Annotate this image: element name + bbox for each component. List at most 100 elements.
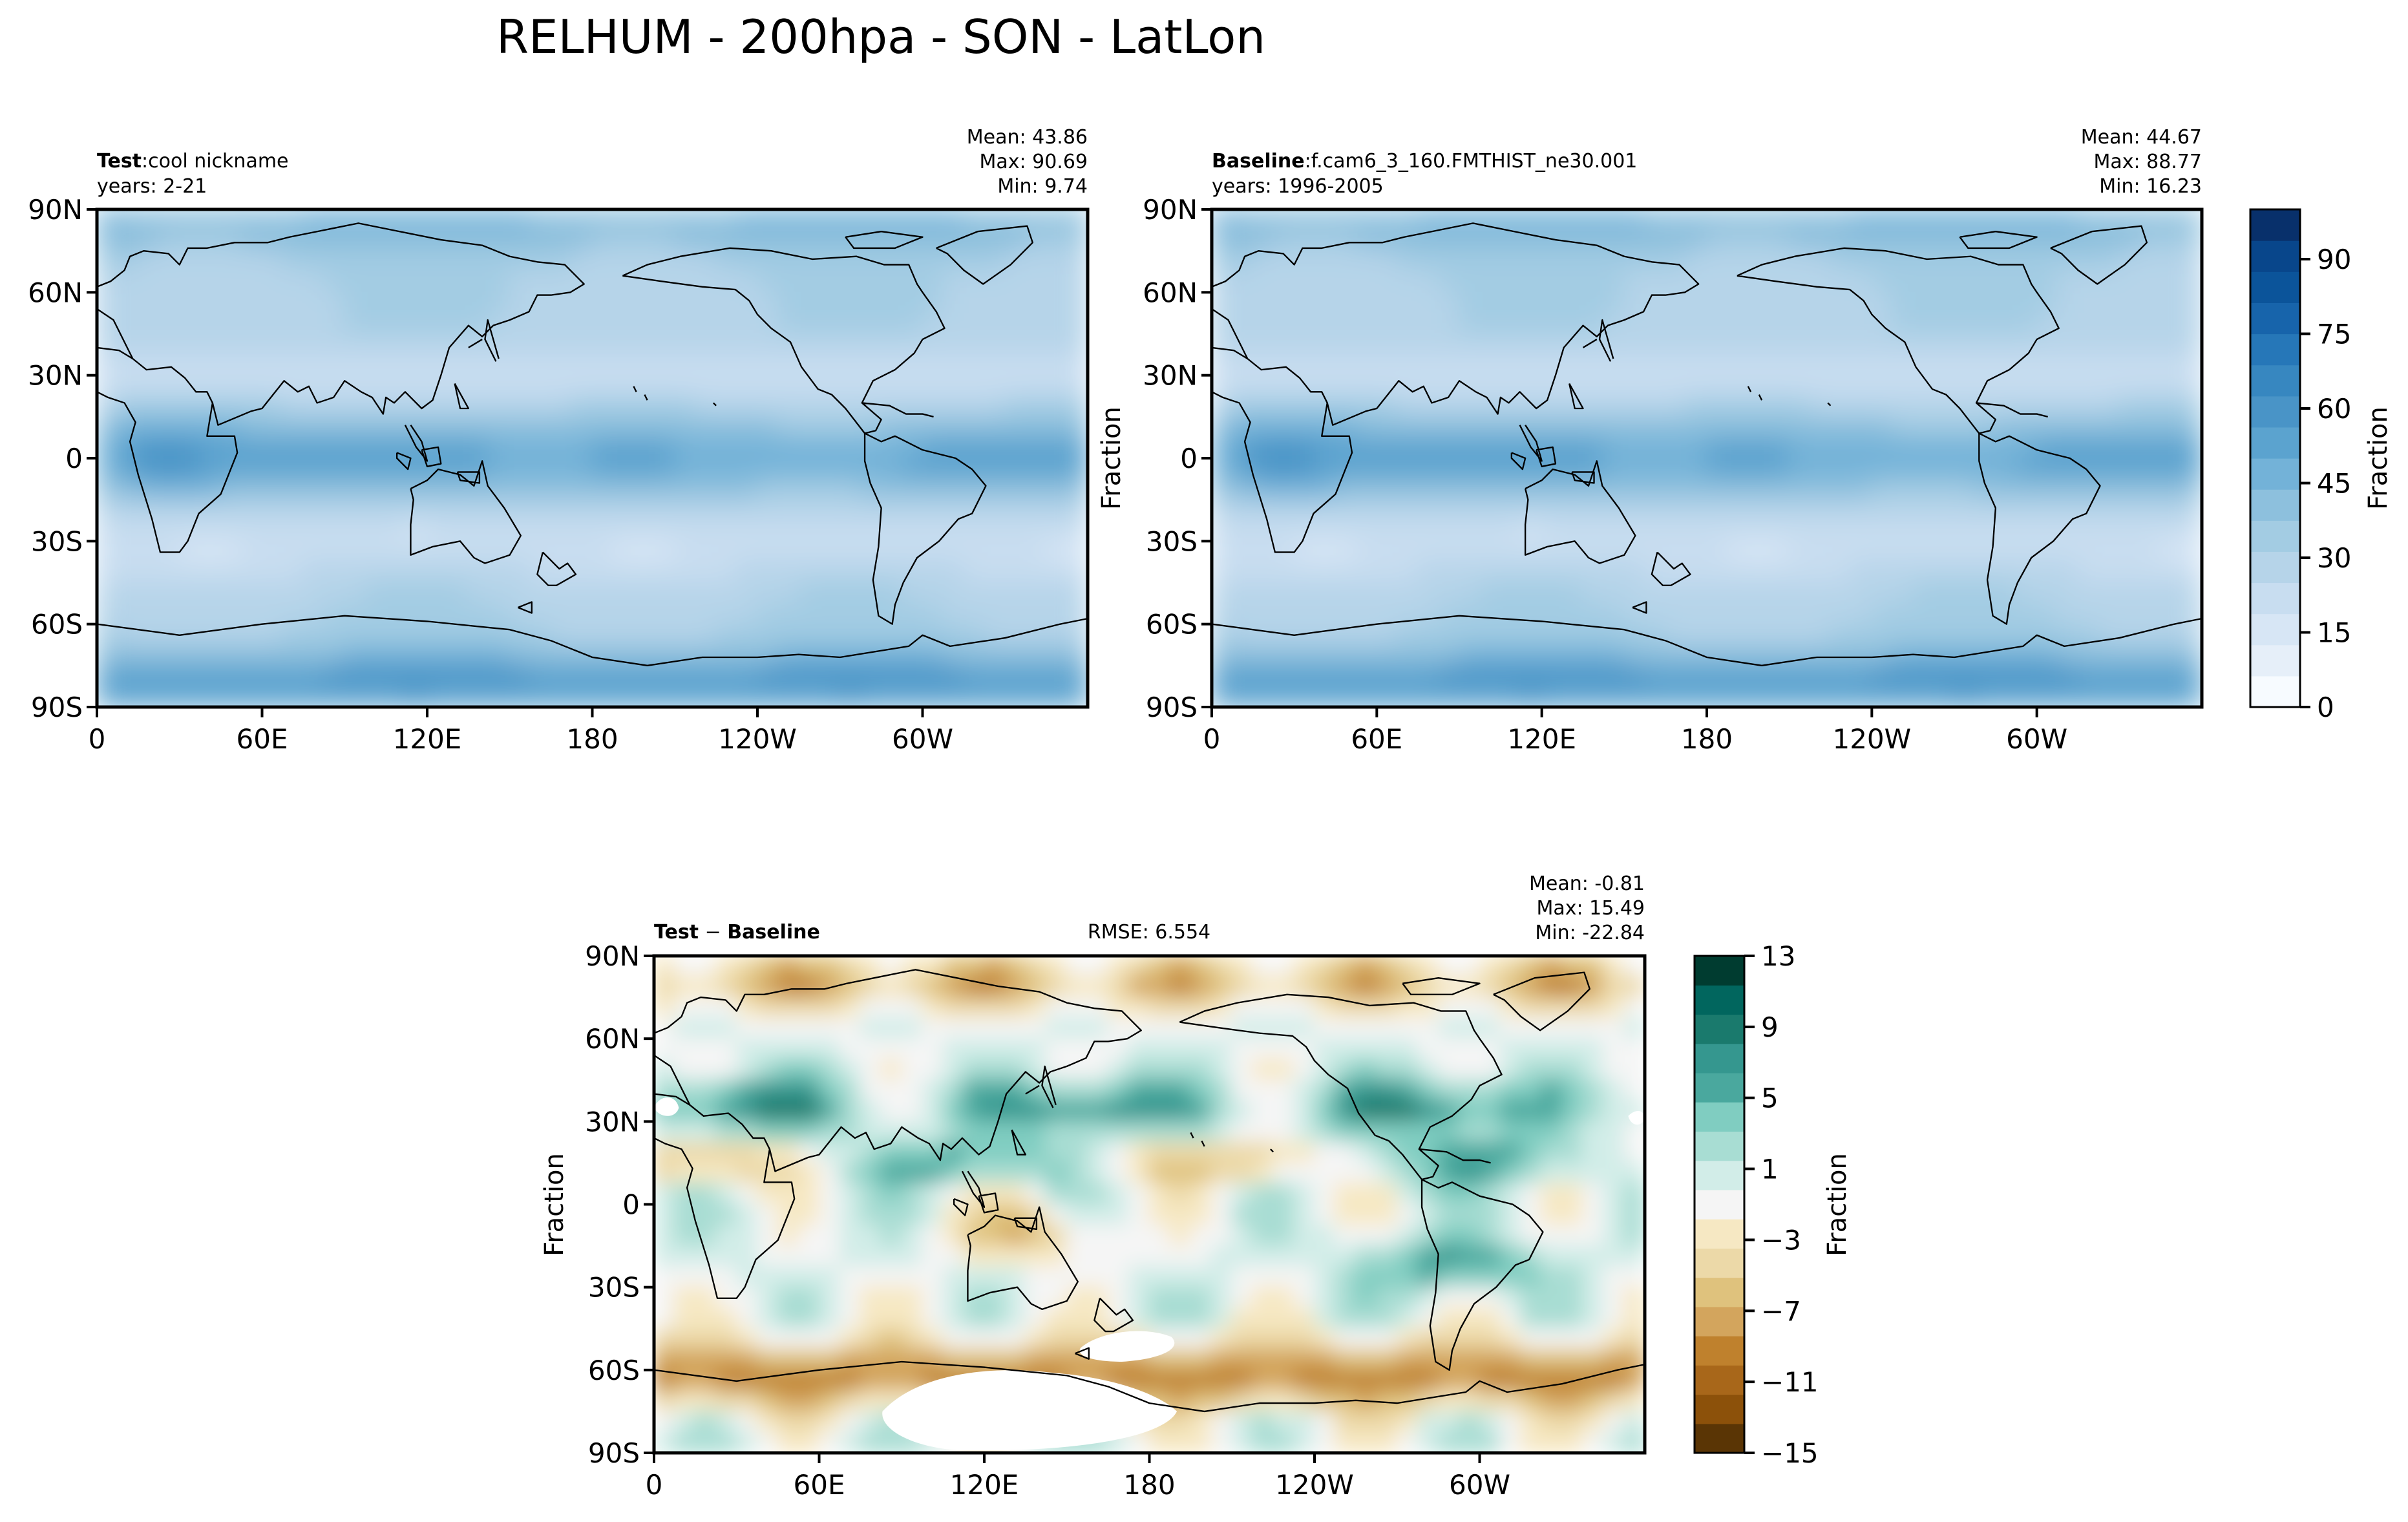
field-cell	[1169, 997, 1192, 1019]
field-cell	[1231, 1059, 1254, 1081]
field-cell	[2181, 499, 2202, 522]
field-cell	[1066, 1017, 1088, 1040]
field-cell	[323, 436, 346, 459]
field-cell	[694, 997, 717, 1019]
field-cell	[1603, 1017, 1625, 1040]
field-cell	[1954, 685, 1976, 707]
field-cell	[1212, 582, 1233, 604]
field-cell	[1994, 333, 2017, 355]
field-cell	[1788, 291, 1811, 314]
field-cell	[1314, 1390, 1336, 1412]
field-cell	[1726, 623, 1749, 646]
field-cell	[1541, 997, 1563, 1019]
x-tick-label: 120E	[1507, 723, 1576, 755]
field-cell	[1830, 520, 1852, 542]
field-cell	[1892, 582, 1914, 604]
field-cell	[1479, 956, 1501, 978]
field-cell	[1024, 1100, 1047, 1123]
field-cell	[1830, 602, 1852, 625]
field-cell	[1252, 520, 1274, 542]
field-cell	[2181, 291, 2202, 314]
field-cell	[1376, 250, 1399, 273]
field-cell	[385, 623, 408, 646]
field-cell	[323, 250, 346, 273]
field-cell	[1355, 1038, 1377, 1061]
field-cell	[1252, 1038, 1274, 1061]
field-cell	[839, 956, 861, 978]
field-cell	[1747, 458, 1769, 480]
field-cell	[880, 1431, 903, 1453]
field-cell	[1499, 250, 1522, 273]
field-cell	[591, 209, 614, 231]
field-cell	[344, 416, 366, 438]
field-cell	[1293, 1265, 1315, 1288]
field-cell	[1169, 1307, 1192, 1329]
field-cell	[1561, 354, 1584, 376]
field-cell	[1438, 520, 1460, 542]
colorbar-segment	[1695, 1072, 1744, 1103]
field-cell	[860, 1390, 882, 1412]
field-cell	[344, 582, 366, 604]
field-cell	[1459, 499, 1481, 522]
field-cell	[860, 416, 882, 438]
field-cell	[1396, 1121, 1419, 1143]
field-cell	[1954, 416, 1976, 438]
field-cell	[674, 354, 697, 376]
field-cell	[1912, 458, 1935, 480]
field-cell	[1355, 685, 1378, 707]
field-cell	[1046, 271, 1068, 293]
field-cell	[1107, 1162, 1130, 1185]
field-cell	[1706, 250, 1728, 273]
field-cell	[735, 1390, 758, 1412]
field-cell	[984, 229, 1006, 252]
field-cell	[1499, 1410, 1522, 1433]
field-cell	[1541, 1390, 1563, 1412]
field-cell	[427, 395, 449, 417]
field-cell	[695, 229, 717, 252]
field-cell	[757, 229, 779, 252]
field-cell	[922, 209, 944, 231]
field-cell	[1273, 1327, 1295, 1350]
field-cell	[1004, 291, 1027, 314]
field-cell	[1459, 458, 1481, 480]
diff-field	[654, 956, 1645, 1453]
field-cell	[1252, 1286, 1274, 1309]
field-cell	[447, 664, 469, 687]
field-cell	[1685, 458, 1707, 480]
field-cell	[1046, 291, 1068, 314]
field-cell	[447, 271, 469, 293]
field-cell	[674, 602, 697, 625]
field-cell	[1994, 685, 2017, 707]
field-cell	[1623, 209, 1646, 231]
field-cell	[777, 1410, 799, 1433]
field-cell	[1892, 540, 1914, 563]
field-cell	[158, 458, 180, 480]
field-cell	[1334, 1141, 1357, 1164]
field-cell	[777, 229, 799, 252]
field-cell	[1974, 644, 1996, 666]
field-cell	[488, 623, 511, 646]
field-cell	[1561, 1245, 1584, 1267]
field-cell	[1830, 623, 1852, 646]
field-cell	[1623, 416, 1646, 438]
field-cell	[591, 623, 614, 646]
field-cell	[1169, 1203, 1192, 1226]
field-cell	[1665, 685, 1687, 707]
y-tick-label: 60N	[1143, 277, 1198, 308]
field-cell	[261, 520, 284, 542]
field-cell	[571, 664, 593, 687]
field-cell	[1850, 499, 1873, 522]
field-cell	[1582, 1327, 1605, 1350]
y-tick-label: 90N	[1143, 194, 1198, 226]
field-cell	[1520, 1348, 1543, 1371]
field-cell	[901, 374, 924, 397]
field-cell	[1293, 685, 1316, 707]
field-cell	[1912, 209, 1935, 231]
field-cell	[735, 1286, 758, 1309]
field-cell	[571, 229, 593, 252]
field-cell	[509, 395, 531, 417]
field-cell	[757, 291, 779, 314]
field-cell	[137, 582, 160, 604]
field-cell	[1396, 1100, 1419, 1123]
